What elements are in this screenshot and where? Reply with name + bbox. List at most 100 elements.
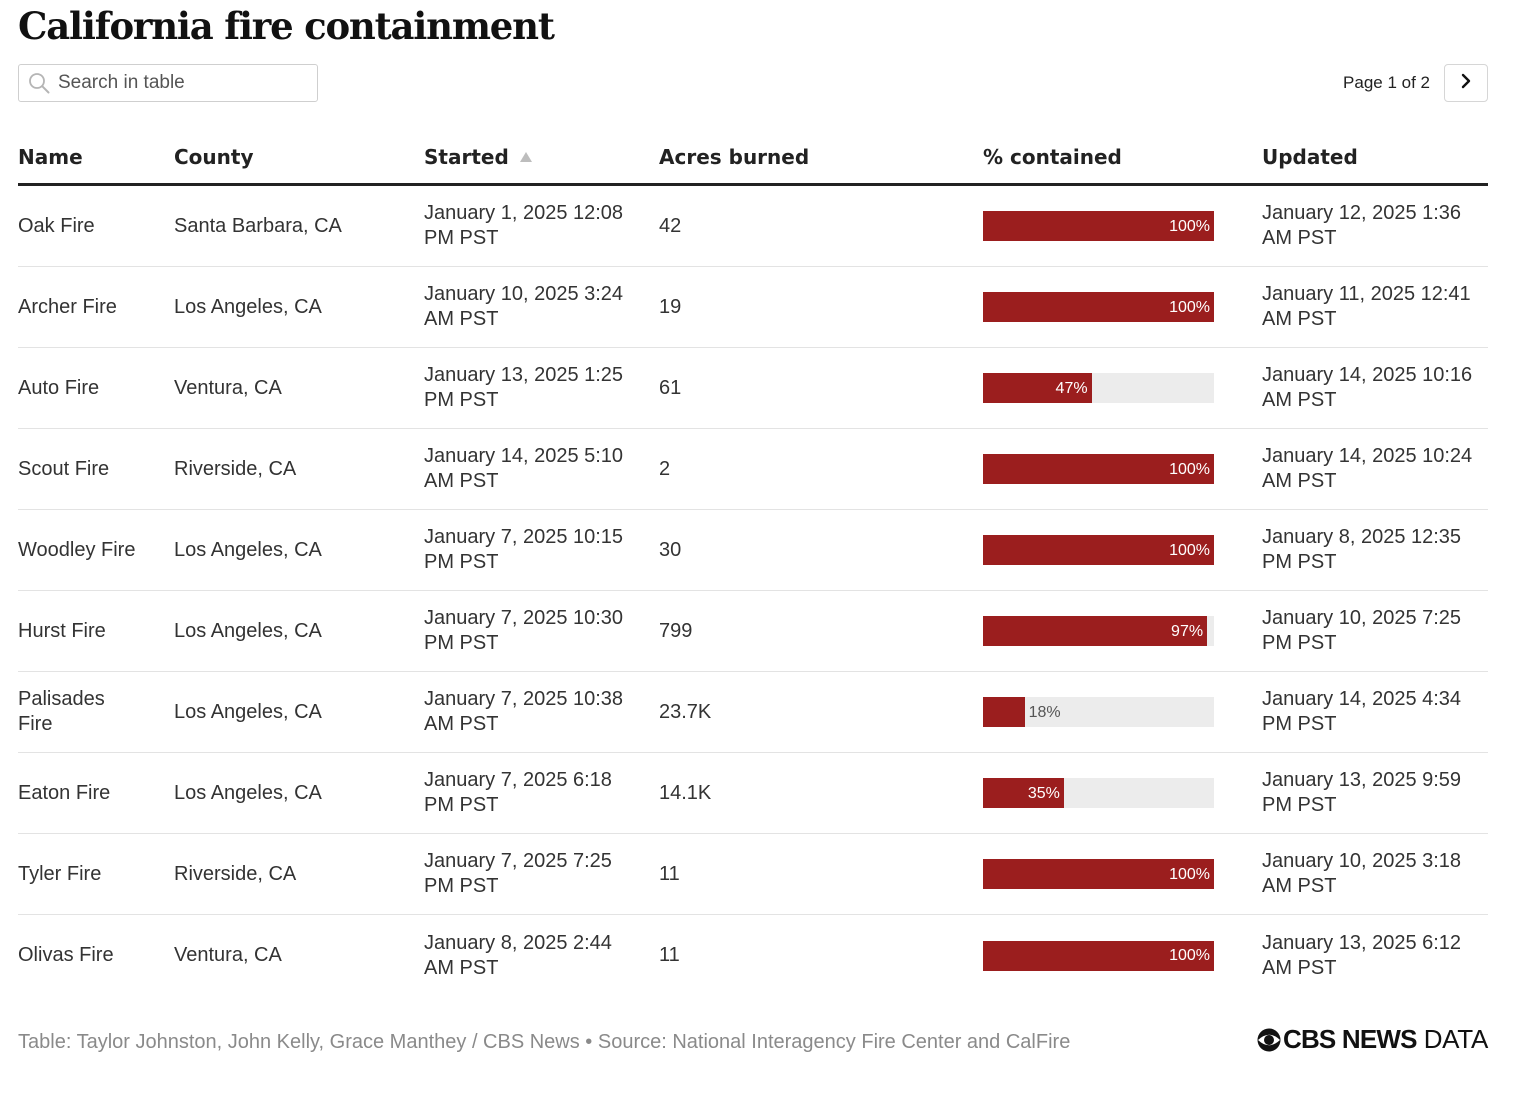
containment-label: 100% [1169,217,1210,235]
fire-name-cell: Scout Fire [18,457,110,480]
fire-table: Name County Started Acres burned % conta… [18,130,1488,996]
table-row: Archer Fire Los Angeles, CA January 10, … [18,267,1488,348]
acres-cell: 11 [659,862,680,885]
started-cell: January 1, 2025 12:08 PM PST [424,202,624,249]
table-row: Scout Fire Riverside, CA January 14, 202… [18,429,1488,510]
started-cell: January 7, 2025 10:38 AM PST [424,688,624,735]
column-header-updated[interactable]: Updated [1262,144,1358,169]
updated-cell: January 13, 2025 6:12 AM PST [1262,931,1462,979]
containment-bar: 100% [983,535,1214,565]
county-cell: Los Angeles, CA [174,295,322,318]
county-cell: Riverside, CA [174,862,297,885]
column-header-started[interactable]: Started [424,145,659,169]
containment-bar: 18% [983,697,1214,727]
containment-bar-fill [983,616,1208,646]
contained-cell: 47% [983,373,1262,403]
acres-cell: 2 [659,457,671,480]
table-header: Name County Started Acres burned % conta… [18,130,1488,186]
contained-cell: 100% [983,211,1262,241]
updated-cell: January 14, 2025 10:24 AM PST [1262,445,1473,492]
containment-label: 35% [1027,784,1060,802]
acres-cell: 42 [659,214,682,237]
county-cell: Riverside, CA [174,457,297,480]
fire-name-cell: Oak Fire [18,214,95,237]
containment-bar-fill [983,373,1092,403]
table-row: Hurst Fire Los Angeles, CA January 7, 20… [18,591,1488,672]
acres-cell: 799 [659,619,693,642]
county-cell: Ventura, CA [174,376,282,399]
containment-bar-fill [983,778,1064,808]
county-cell: Los Angeles, CA [174,619,322,642]
search-input[interactable] [58,72,298,94]
footer-credit: Table: Taylor Johnston, John Kelly, Grac… [18,1031,1071,1053]
column-header-acres[interactable]: Acres burned [659,144,810,169]
contained-cell: 100% [983,940,1262,971]
updated-cell: January 13, 2025 9:59 PM PST [1262,769,1462,816]
contained-cell: 35% [983,778,1262,808]
contained-cell: 97% [983,616,1262,646]
updated-cell: January 14, 2025 10:16 AM PST [1262,364,1473,411]
sort-ascending-icon [519,151,533,163]
page-indicator: Page 1 of 2 [1343,73,1430,92]
contained-cell: 100% [983,535,1262,565]
cbs-news-data-logo: CBS NEWS DATA [1257,1024,1488,1055]
containment-bar: 100% [983,940,1214,971]
table-row: Woodley Fire Los Angeles, CA January 7, … [18,510,1488,591]
search-icon [26,70,52,96]
started-cell: January 7, 2025 10:15 PM PST [424,526,624,573]
contained-cell: 100% [983,292,1262,322]
containment-bar-fill [983,535,1214,565]
started-cell: January 14, 2025 5:10 AM PST [424,445,624,492]
updated-cell: January 12, 2025 1:36 AM PST [1262,202,1462,249]
fire-name-cell: Palisades Fire [18,688,105,735]
updated-cell: January 14, 2025 4:34 PM PST [1262,688,1462,735]
updated-cell: January 8, 2025 12:35 PM PST [1262,526,1462,573]
containment-bar-fill [983,859,1214,889]
containment-bar: 97% [983,616,1214,646]
acres-cell: 14.1K [659,781,712,804]
contained-cell: 100% [983,859,1262,889]
containment-bar-fill [983,697,1025,727]
containment-bar: 100% [983,859,1214,889]
next-page-button[interactable] [1444,64,1488,102]
containment-label: 100% [1169,298,1210,316]
county-cell: Los Angeles, CA [174,781,322,804]
table-row: Eaton Fire Los Angeles, CA January 7, 20… [18,753,1488,834]
started-cell: January 7, 2025 6:18 PM PST [424,769,612,816]
table-row: Oak Fire Santa Barbara, CA January 1, 20… [18,186,1488,267]
county-cell: Los Angeles, CA [174,700,322,723]
search-box[interactable] [18,64,318,102]
started-cell: January 8, 2025 2:44 AM PST [424,931,612,979]
containment-label: 100% [1169,460,1210,478]
fire-name-cell: Auto Fire [18,376,100,399]
acres-cell: 11 [659,944,680,966]
acres-cell: 30 [659,538,682,561]
logo-data-text: DATA [1423,1024,1489,1054]
fire-name-cell: Archer Fire [18,295,117,318]
table-row: Olivas Fire Ventura, CA January 8, 2025 … [18,915,1488,996]
fire-name-cell: Woodley Fire [18,538,136,561]
acres-cell: 23.7K [659,700,712,723]
table-row: Auto Fire Ventura, CA January 13, 2025 1… [18,348,1488,429]
table-body: Oak Fire Santa Barbara, CA January 1, 20… [18,186,1488,996]
column-header-county[interactable]: County [174,144,254,169]
containment-label: 47% [1055,379,1088,397]
column-header-name[interactable]: Name [18,144,83,169]
county-cell: Santa Barbara, CA [174,214,342,237]
chevron-right-icon [1459,73,1473,94]
containment-bar: 100% [983,454,1214,484]
containment-bar: 100% [983,292,1214,322]
containment-label: 18% [1028,703,1061,721]
containment-label: 100% [1169,947,1210,964]
containment-bar: 35% [983,778,1214,808]
containment-bar: 100% [983,211,1214,241]
column-header-contained[interactable]: % contained [983,144,1122,169]
fire-name-cell: Tyler Fire [18,862,102,885]
started-cell: January 7, 2025 10:30 PM PST [424,607,624,654]
containment-bar-fill [983,454,1214,484]
pagination: Page 1 of 2 [1343,64,1488,102]
acres-cell: 61 [659,376,682,399]
acres-cell: 19 [659,295,682,318]
fire-name-cell: Olivas Fire [18,944,114,966]
started-cell: January 13, 2025 1:25 PM PST [424,364,624,411]
